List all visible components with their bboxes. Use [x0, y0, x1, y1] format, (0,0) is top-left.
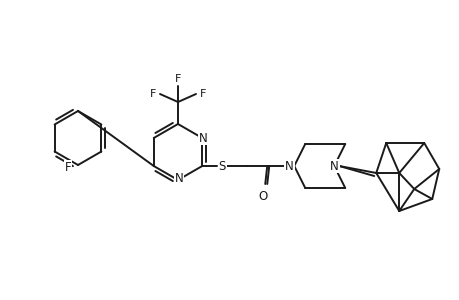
Text: F: F — [199, 89, 206, 99]
Text: O: O — [258, 190, 267, 202]
Text: F: F — [174, 74, 181, 84]
Text: N: N — [284, 160, 293, 172]
Text: N: N — [329, 160, 338, 172]
Text: F: F — [150, 89, 156, 99]
Text: S: S — [218, 160, 225, 172]
Text: N: N — [198, 131, 207, 145]
Text: F: F — [65, 160, 71, 173]
Text: N: N — [174, 172, 183, 185]
